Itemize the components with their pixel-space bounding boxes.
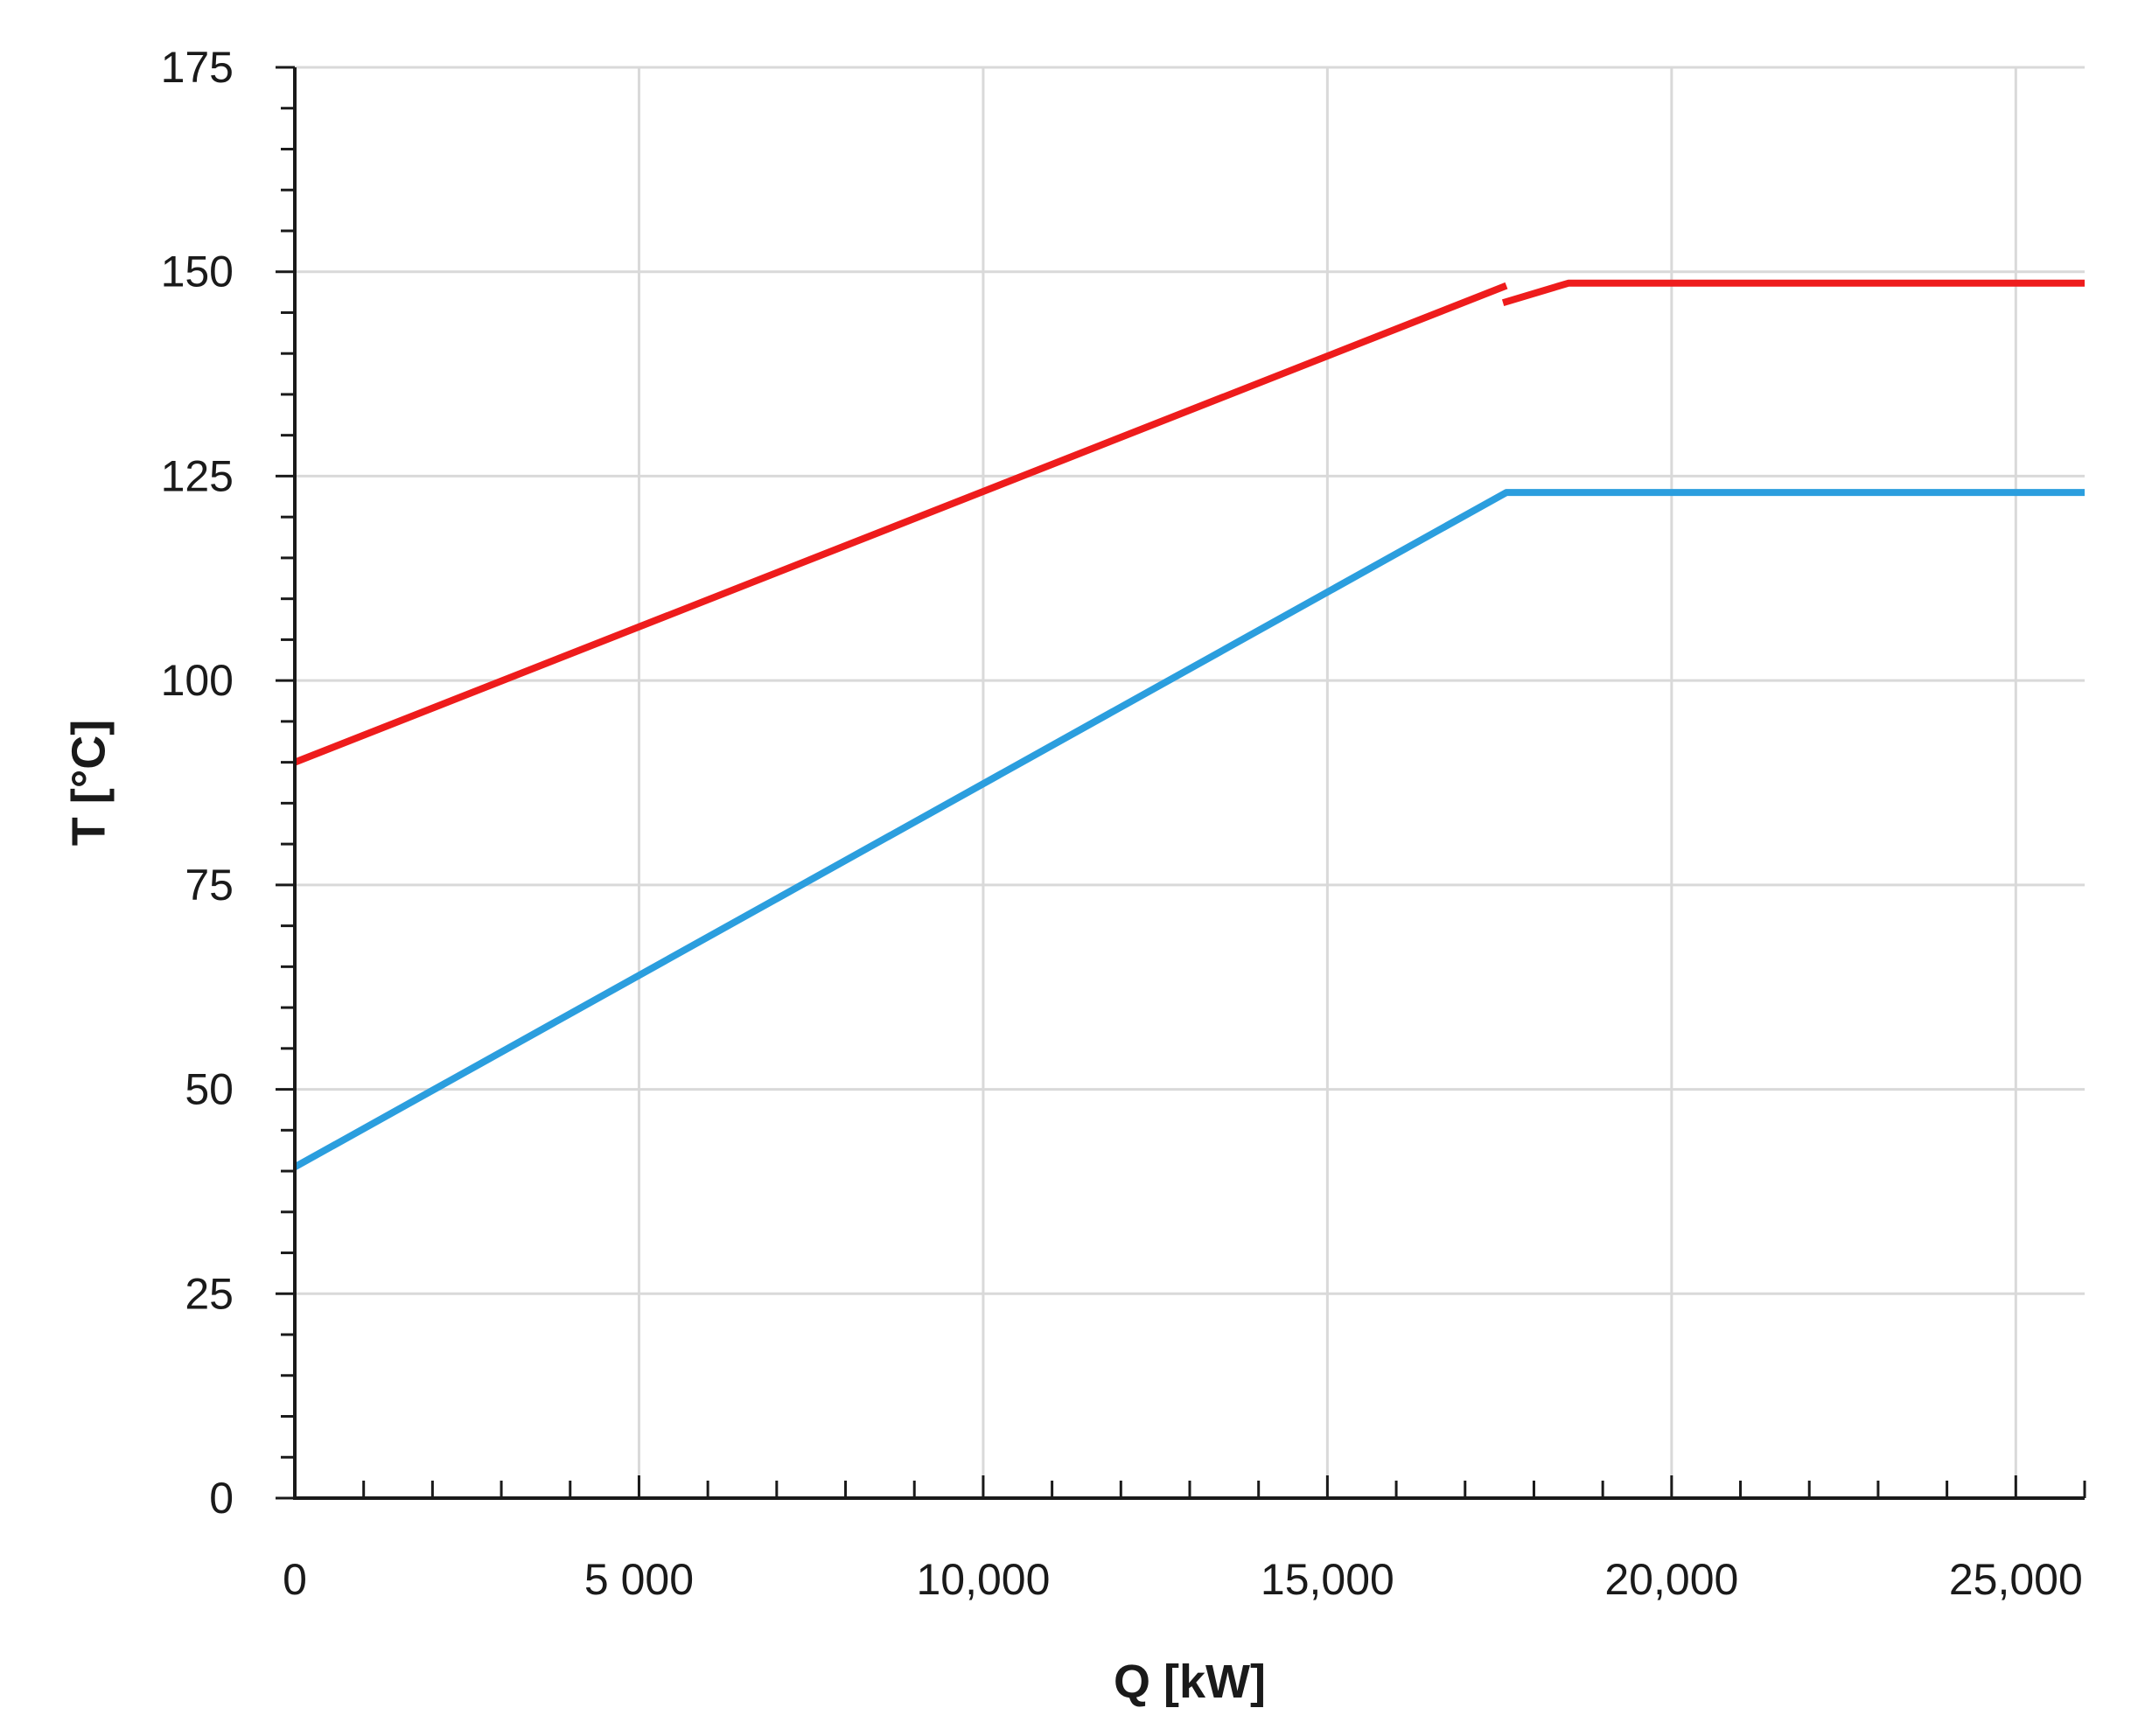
x-tick-label: 15,000 — [1261, 1555, 1394, 1604]
y-axis-title: T [°C] — [62, 720, 115, 847]
series-line-2 — [293, 489, 2085, 1170]
x-axis-title: Q [kW] — [1114, 1656, 1266, 1708]
x-tick-label: 20,000 — [1604, 1555, 1738, 1604]
plot-area — [293, 279, 2085, 1170]
x-tick-label: 25,000 — [1949, 1555, 2083, 1604]
gridlines — [295, 66, 2085, 1498]
y-tick-label: 50 — [185, 1065, 234, 1114]
y-tick-label: 175 — [161, 43, 234, 92]
y-tick-label: 125 — [161, 451, 234, 500]
y-tick-label: 75 — [185, 861, 234, 910]
y-tick-label: 25 — [185, 1269, 234, 1318]
series-line-1 — [1501, 279, 2085, 307]
tick-labels: 0 25 50 75 100 125 150 175 0 5 000 10,000 15,000 20,… — [161, 43, 2083, 1604]
series-line-1 — [293, 282, 1508, 766]
x-tick-label: 0 — [283, 1555, 307, 1604]
y-tick-label: 0 — [209, 1474, 234, 1523]
y-tick-label: 150 — [161, 248, 234, 296]
x-tick-label: 5 000 — [584, 1555, 694, 1604]
x-tick-label: 10,000 — [916, 1555, 1050, 1604]
axes — [276, 66, 2086, 1500]
y-tick-label: 100 — [161, 656, 234, 705]
